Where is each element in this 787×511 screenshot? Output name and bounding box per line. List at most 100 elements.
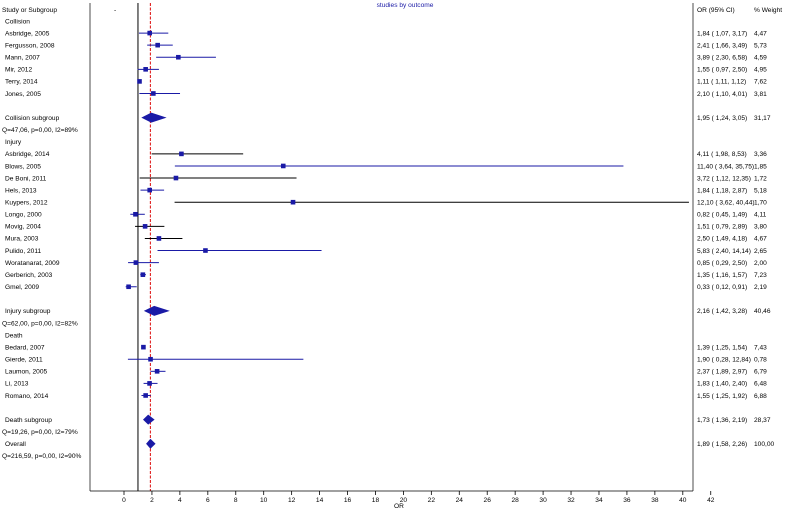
ci-value: 1,84 ( 1,07, 3,17) xyxy=(697,30,747,37)
study-label: Bedard, 2007 xyxy=(5,344,45,351)
weight-value: 7,62 xyxy=(754,79,767,86)
x-tick-label: 0 xyxy=(122,497,126,504)
study-label: Blows, 2005 xyxy=(5,163,41,170)
x-tick-label: 36 xyxy=(623,497,631,504)
weight-value: 6,79 xyxy=(754,369,767,376)
x-axis-label: OR xyxy=(394,503,404,510)
heterogeneity-stats: Q=62,00, p=0,00, I2=82% xyxy=(2,320,78,327)
x-tick-label: 8 xyxy=(234,497,238,504)
effect-marker xyxy=(137,79,142,84)
x-tick-label: 40 xyxy=(679,497,687,504)
weight-value: 0,78 xyxy=(754,357,767,364)
x-tick-label: 20 xyxy=(400,497,408,504)
ci-value: 1,51 ( 0,79, 2,89) xyxy=(697,224,747,231)
effect-marker xyxy=(147,30,153,36)
study-label: Mann, 2007 xyxy=(5,55,40,62)
x-axis: 0 2 4 6 8 10 12 14 16 18 20 22 24 26 28 30 32 34 36 38 40 42 xyxy=(90,490,715,504)
ci-value: 1,84 ( 1,18, 2,87) xyxy=(697,187,747,194)
x-tick-label: 30 xyxy=(539,497,547,504)
weight-value: 1,72 xyxy=(754,175,767,182)
weight-value: 2,65 xyxy=(754,248,767,255)
study-label: Li, 2013 xyxy=(5,381,29,388)
ci-value: 1,89 ( 1,58, 2,26) xyxy=(697,441,747,448)
ci-value: 1,11 ( 1,11, 1,12) xyxy=(697,79,746,86)
study-label: Hels, 2013 xyxy=(5,187,37,194)
weight-value: 4,47 xyxy=(754,30,767,37)
study-label: Gerberich, 2003 xyxy=(5,272,53,279)
study-label: Fergusson, 2008 xyxy=(5,42,55,49)
study-label: Asbridge, 2005 xyxy=(5,30,50,37)
ci-value: 1,95 ( 1,24, 3,05) xyxy=(697,115,747,122)
study-label: Mir, 2012 xyxy=(5,67,32,74)
study-label: Mura, 2003 xyxy=(5,236,39,243)
pooled-diamond xyxy=(142,414,155,425)
x-tick-label: 28 xyxy=(511,497,519,504)
x-tick-label: 6 xyxy=(206,497,210,504)
effect-marker xyxy=(147,381,152,386)
ci-value: 2,50 ( 1,49, 4,18) xyxy=(697,236,747,243)
weight-value: 3,81 xyxy=(754,91,767,98)
ci-value: 0,85 ( 0,29, 2,50) xyxy=(697,260,747,267)
ci-value: 5,83 ( 2,40, 14,14) xyxy=(697,248,751,255)
subtotal-label: Death subgroup xyxy=(5,417,52,424)
group-heading: Death xyxy=(5,332,23,339)
weight-value: 5,18 xyxy=(754,187,767,194)
ci-value: 2,10 ( 1,10, 4,01) xyxy=(697,91,747,98)
study-label: Terry, 2014 xyxy=(5,79,38,86)
ci-value: 1,83 ( 1,40, 2,40) xyxy=(697,381,747,388)
weight-value: 6,88 xyxy=(754,393,767,400)
effect-marker xyxy=(173,175,179,181)
heterogeneity-stats: Q=216,59, p=0,00, I2=90% xyxy=(2,453,82,460)
weight-value: 3,80 xyxy=(754,224,767,231)
x-tick-label: 10 xyxy=(260,497,268,504)
header-dash: - xyxy=(114,7,116,14)
ci-value: 1,39 ( 1,25, 1,54) xyxy=(697,344,747,351)
heterogeneity-stats: Q=47,06, p=0,00, I2=89% xyxy=(2,127,78,134)
study-label: Jones, 2005 xyxy=(5,91,41,98)
weight-value: 4,11 xyxy=(754,212,767,219)
ci-value: 1,35 ( 1,16, 1,57) xyxy=(697,272,747,279)
study-label: De Boni, 2011 xyxy=(5,175,47,182)
study-label: Kuypers, 2012 xyxy=(5,200,48,207)
effect-marker xyxy=(143,67,148,72)
ci-value: 3,72 ( 1,12, 12,35) xyxy=(697,175,751,182)
study-label: Woratanarat, 2009 xyxy=(5,260,60,267)
ci-value: 2,37 ( 1,89, 2,97) xyxy=(697,369,747,376)
x-tick-label: 22 xyxy=(428,497,436,504)
ci-value: 12,10 ( 3,62, 40,44) xyxy=(697,200,755,207)
effect-marker xyxy=(133,260,139,265)
reference-lines xyxy=(137,3,151,491)
group-heading: Collision xyxy=(5,18,30,25)
effect-marker xyxy=(290,199,296,205)
weight-value: 31,17 xyxy=(754,115,771,122)
weight-value: 100,00 xyxy=(754,441,775,448)
study-label: Romano, 2014 xyxy=(5,393,49,400)
effect-marker xyxy=(147,187,153,193)
effect-marker xyxy=(154,369,160,374)
weight-value: 7,43 xyxy=(754,344,767,351)
ci-value: 0,33 ( 0,12, 0,91) xyxy=(697,284,747,291)
x-tick-label: 14 xyxy=(316,497,324,504)
x-tick-label: 38 xyxy=(651,497,659,504)
pooled-diamond xyxy=(146,438,156,449)
weight-value: 28,37 xyxy=(754,417,771,424)
effect-marker xyxy=(203,248,208,253)
weight-value: 4,67 xyxy=(754,236,767,243)
x-tick-label: 42 xyxy=(707,497,715,504)
weight-value: 5,73 xyxy=(754,42,767,49)
ci-value: 2,41 ( 1,66, 3,49) xyxy=(697,42,747,49)
ci-value: 4,11 ( 1,98, 8,53) xyxy=(697,151,747,158)
effect-marker xyxy=(179,151,184,157)
ci-value: 3,89 ( 2,30, 6,58) xyxy=(697,55,747,62)
x-tick-label: 4 xyxy=(178,497,182,504)
group-heading: Injury xyxy=(5,139,22,146)
ci-value: 1,55 ( 1,25, 1,92) xyxy=(697,393,747,400)
effect-marker xyxy=(155,42,160,48)
weight-value: 1,70 xyxy=(754,200,767,207)
study-label: Gierde, 2011 xyxy=(5,357,43,364)
weight-value: 4,59 xyxy=(754,55,767,62)
ci-value: 1,73 ( 1,36, 2,19) xyxy=(697,417,747,424)
chart-title: studies by outcome xyxy=(377,2,434,9)
subtotal-label: Collision subgroup xyxy=(5,115,60,122)
